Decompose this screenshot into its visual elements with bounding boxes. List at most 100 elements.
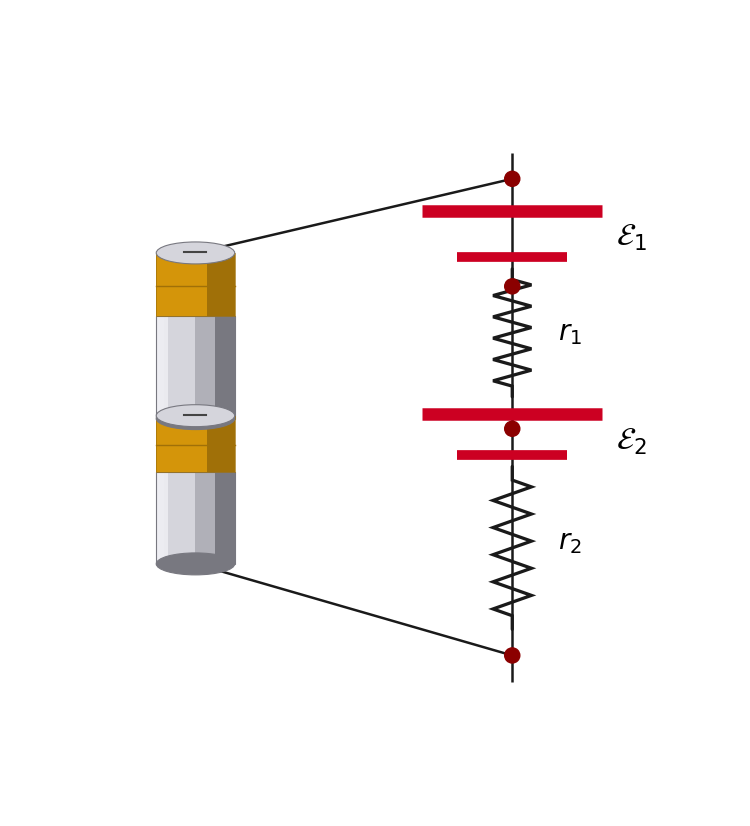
Polygon shape	[223, 472, 226, 564]
Polygon shape	[168, 445, 172, 472]
Polygon shape	[164, 415, 168, 445]
Polygon shape	[188, 253, 191, 286]
Polygon shape	[168, 316, 172, 419]
Polygon shape	[219, 286, 223, 316]
Polygon shape	[176, 253, 180, 286]
Polygon shape	[207, 445, 212, 472]
Polygon shape	[191, 445, 196, 472]
Polygon shape	[191, 415, 196, 445]
Polygon shape	[191, 316, 196, 419]
Polygon shape	[219, 445, 223, 472]
Polygon shape	[168, 472, 172, 564]
Polygon shape	[203, 286, 207, 316]
Polygon shape	[160, 472, 164, 564]
Polygon shape	[231, 445, 235, 472]
Polygon shape	[226, 472, 231, 564]
Polygon shape	[156, 415, 160, 445]
Polygon shape	[180, 415, 184, 445]
Polygon shape	[200, 286, 203, 316]
Polygon shape	[196, 316, 200, 419]
Polygon shape	[172, 253, 176, 286]
Polygon shape	[196, 445, 200, 472]
Polygon shape	[172, 316, 176, 419]
Ellipse shape	[156, 553, 235, 575]
Text: $\mathcal{E}_2$: $\mathcal{E}_2$	[616, 426, 646, 457]
Polygon shape	[219, 415, 223, 445]
Polygon shape	[223, 415, 226, 445]
Polygon shape	[184, 316, 188, 419]
Circle shape	[505, 171, 520, 187]
Polygon shape	[226, 415, 231, 445]
Polygon shape	[176, 445, 180, 472]
Polygon shape	[207, 415, 212, 445]
Polygon shape	[172, 472, 176, 564]
Polygon shape	[207, 253, 212, 286]
Polygon shape	[231, 316, 235, 419]
Polygon shape	[184, 253, 188, 286]
Polygon shape	[215, 286, 219, 316]
Polygon shape	[203, 415, 207, 445]
Polygon shape	[196, 253, 200, 286]
Polygon shape	[203, 316, 207, 419]
Polygon shape	[219, 472, 223, 564]
Polygon shape	[215, 316, 219, 419]
Polygon shape	[207, 286, 212, 316]
Polygon shape	[211, 445, 215, 472]
Polygon shape	[219, 253, 223, 286]
Polygon shape	[176, 286, 180, 316]
Polygon shape	[188, 316, 191, 419]
Polygon shape	[196, 472, 200, 564]
Polygon shape	[226, 445, 231, 472]
Polygon shape	[188, 415, 191, 445]
Circle shape	[505, 648, 520, 663]
Polygon shape	[164, 286, 168, 316]
Polygon shape	[160, 445, 164, 472]
Polygon shape	[168, 253, 172, 286]
Polygon shape	[215, 445, 219, 472]
Polygon shape	[172, 415, 176, 445]
Polygon shape	[211, 316, 215, 419]
Polygon shape	[172, 286, 176, 316]
Polygon shape	[160, 415, 164, 445]
Polygon shape	[211, 286, 215, 316]
Polygon shape	[184, 472, 188, 564]
Polygon shape	[168, 415, 172, 445]
Polygon shape	[223, 316, 226, 419]
Polygon shape	[160, 253, 164, 286]
Polygon shape	[223, 286, 226, 316]
Ellipse shape	[156, 242, 235, 264]
Polygon shape	[207, 316, 212, 419]
Polygon shape	[180, 316, 184, 419]
Polygon shape	[180, 286, 184, 316]
Polygon shape	[203, 445, 207, 472]
Polygon shape	[203, 472, 207, 564]
Polygon shape	[196, 286, 200, 316]
Polygon shape	[164, 445, 168, 472]
Circle shape	[505, 279, 520, 294]
Polygon shape	[231, 415, 235, 445]
Polygon shape	[191, 253, 196, 286]
Polygon shape	[156, 253, 160, 286]
Polygon shape	[160, 316, 164, 419]
Polygon shape	[215, 253, 219, 286]
Polygon shape	[156, 445, 160, 472]
Polygon shape	[231, 286, 235, 316]
Polygon shape	[231, 253, 235, 286]
Polygon shape	[211, 472, 215, 564]
Polygon shape	[184, 415, 188, 445]
Polygon shape	[200, 472, 203, 564]
Polygon shape	[184, 286, 188, 316]
Polygon shape	[200, 316, 203, 419]
Circle shape	[505, 421, 520, 436]
Polygon shape	[200, 415, 203, 445]
Polygon shape	[226, 286, 231, 316]
Polygon shape	[180, 445, 184, 472]
Polygon shape	[156, 286, 160, 316]
Polygon shape	[156, 316, 160, 419]
Polygon shape	[223, 445, 226, 472]
Polygon shape	[156, 472, 160, 564]
Polygon shape	[200, 253, 203, 286]
Polygon shape	[223, 253, 226, 286]
Text: $r_1$: $r_1$	[558, 319, 583, 347]
Polygon shape	[215, 415, 219, 445]
